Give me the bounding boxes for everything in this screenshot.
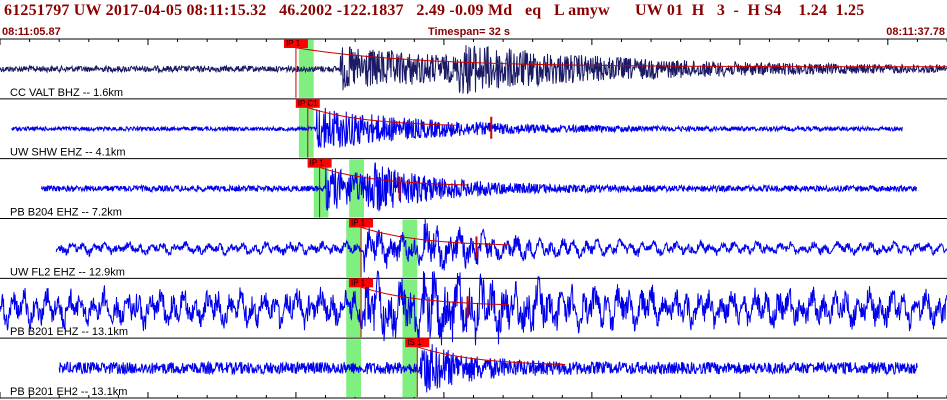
pick-label: IP C1 [298,99,318,108]
waveform-trace [11,107,903,148]
channel-label: PB B201 EH2 -- 13.1km [10,386,127,398]
time-end-label: 08:11:37.78 [886,26,945,38]
waveform-trace [58,344,918,393]
pick-label: IS 1 [407,338,422,347]
coda-envelope [319,166,468,186]
time-start-label: 08:11:05.87 [2,26,61,38]
channel-label: CC VALT BHZ -- 1.6km [10,87,123,99]
timespan-label: Timespan= 32 s [428,26,511,38]
channel-label: PB B204 EHZ -- 7.2km [10,207,122,219]
waveform-trace [0,270,947,346]
coda-envelope [360,226,510,246]
plot-header: 61251797 UW 2017-04-05 08:11:15.32 46.20… [0,0,947,26]
pick-box [283,39,308,48]
waveform-trace [0,45,947,95]
coda-envelope [307,107,456,126]
pick-box [295,98,320,108]
event-title: 61251797 UW 2017-04-05 08:11:15.32 46.20… [4,2,865,19]
coda-envelope [417,346,566,365]
phase-window [346,279,362,338]
pick-box [349,218,374,228]
pick-label: IP 1 [286,39,301,48]
waveform-trace [40,162,918,212]
waveform-trace [55,219,947,273]
pick-box [405,338,430,348]
coda-envelope [360,286,510,306]
pick-label: IP 1 [310,159,325,168]
pick-box [349,278,374,288]
phase-window [402,219,418,278]
pick-label: IP 1 [351,219,366,228]
channel-label: UW FL2 EHZ -- 12.9km [10,266,125,278]
channel-label: PB B201 EHZ -- 13.1km [10,326,128,338]
channel-label: UW SHW EHZ -- 4.1km [10,147,126,159]
pick-label: IP 1 [351,278,366,287]
pick-box [307,158,332,168]
coda-envelope [295,47,947,68]
